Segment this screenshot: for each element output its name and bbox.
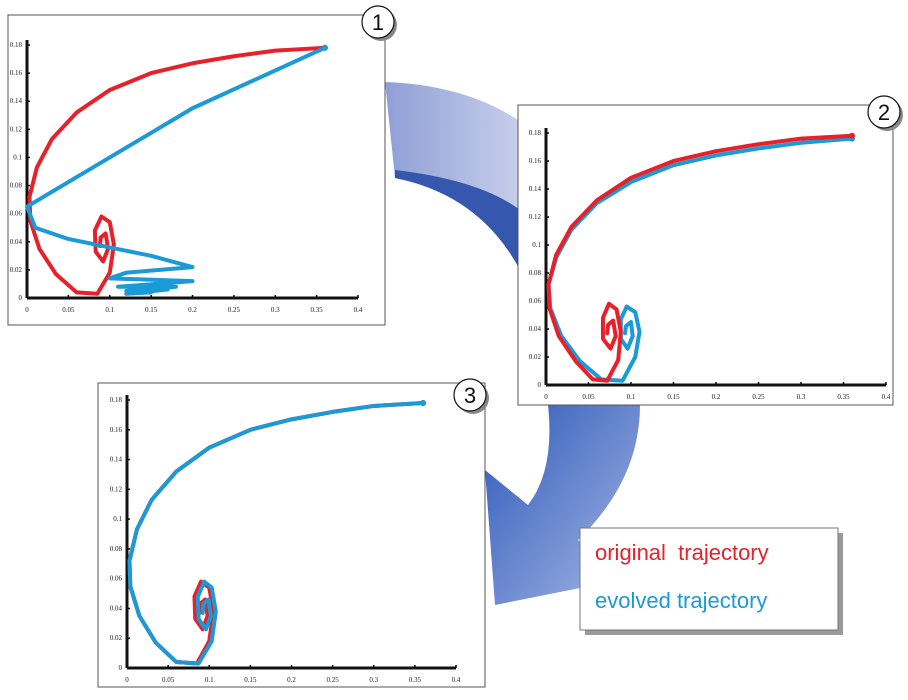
y-tick-label: 0.14 [110, 456, 123, 464]
x-tick-label: 0.4 [452, 676, 461, 684]
y-tick-label: 0.12 [529, 213, 542, 221]
chart: 0 0.05 0.1 0.15 0.2 0.25 0.3 0.35 0.4 0 0.02 0.04 0.… [98, 379, 489, 687]
y-tick-label: 0.14 [529, 185, 542, 193]
x-tick-label: 0.2 [287, 676, 296, 684]
y-tick-label: 0 [538, 381, 542, 389]
x-tick-label: 0.3 [369, 676, 378, 684]
x-tick-label: 0.3 [797, 393, 806, 401]
y-tick-label: 0.14 [10, 97, 23, 105]
y-tick-label: 0.02 [529, 353, 542, 361]
y-tick-label: 0.08 [529, 269, 542, 277]
badge-number: 1 [372, 10, 384, 35]
x-tick-label: 0.4 [354, 306, 363, 314]
y-tick-label: 0.06 [110, 575, 123, 583]
y-tick-label: 0 [19, 294, 23, 302]
badge-number: 3 [464, 383, 476, 408]
x-tick-label: 0 [125, 676, 129, 684]
x-tick-label: 0.25 [752, 393, 765, 401]
x-tick-label: 0.05 [162, 676, 175, 684]
diagram: 0 0.05 0.1 0.15 0.2 0.25 0.3 0.35 0.4 0 0.02 0.04 0.… [0, 0, 908, 700]
x-tick-label: 0.05 [62, 306, 75, 314]
y-tick-label: 0.1 [13, 153, 22, 161]
x-tick-label: 0 [25, 306, 29, 314]
x-tick-label: 0.05 [582, 393, 595, 401]
y-tick-label: 0.1 [113, 515, 122, 523]
x-tick-label: 0.2 [188, 306, 197, 314]
x-tick-label: 0.15 [145, 306, 158, 314]
y-tick-label: 0.02 [110, 634, 123, 642]
legend-entry: original trajectory [595, 540, 769, 565]
y-tick-label: 0.18 [10, 41, 23, 49]
x-tick-label: 0.1 [627, 393, 636, 401]
y-tick-label: 0.16 [110, 426, 123, 434]
y-tick-label: 0.06 [10, 210, 23, 218]
x-tick-label: 0.25 [327, 676, 340, 684]
x-tick-label: 0.35 [409, 676, 422, 684]
y-tick-label: 0.08 [10, 182, 23, 190]
y-tick-label: 0.06 [529, 297, 542, 305]
y-tick-label: 0.04 [10, 238, 23, 246]
x-tick-label: 0.1 [205, 676, 214, 684]
x-tick-label: 0 [544, 393, 548, 401]
y-tick-label: 0.18 [529, 129, 542, 137]
y-tick-label: 0.1 [532, 241, 541, 249]
x-tick-label: 0.3 [271, 306, 280, 314]
chart: 0 0.05 0.1 0.15 0.2 0.25 0.3 0.35 0.4 0 0.02 0.04 0.… [518, 96, 903, 405]
x-tick-label: 0.15 [667, 393, 680, 401]
x-tick-label: 0.25 [228, 306, 241, 314]
x-tick-label: 0.4 [882, 393, 891, 401]
x-tick-label: 0.1 [105, 306, 114, 314]
start-point [420, 400, 426, 406]
y-tick-label: 0.04 [529, 325, 542, 333]
badge-number: 2 [878, 100, 890, 125]
y-tick-label: 0.12 [10, 125, 23, 133]
start-point [322, 45, 328, 51]
y-tick-label: 0.08 [110, 545, 123, 553]
x-tick-label: 0.35 [311, 306, 324, 314]
y-tick-label: 0.16 [529, 157, 542, 165]
legend-entry: evolved trajectory [595, 588, 767, 613]
x-tick-label: 0.35 [837, 393, 850, 401]
x-tick-label: 0.2 [712, 393, 721, 401]
x-tick-label: 0.15 [244, 676, 257, 684]
y-tick-label: 0.12 [110, 485, 123, 493]
chart: 0 0.05 0.1 0.15 0.2 0.25 0.3 0.35 0.4 0 0.02 0.04 0.… [8, 6, 397, 325]
y-tick-label: 0.04 [110, 604, 123, 612]
start-point [849, 133, 855, 139]
y-tick-label: 0.02 [10, 266, 23, 274]
y-tick-label: 0.16 [10, 69, 23, 77]
y-tick-label: 0 [119, 664, 123, 672]
y-tick-label: 0.18 [110, 396, 123, 404]
